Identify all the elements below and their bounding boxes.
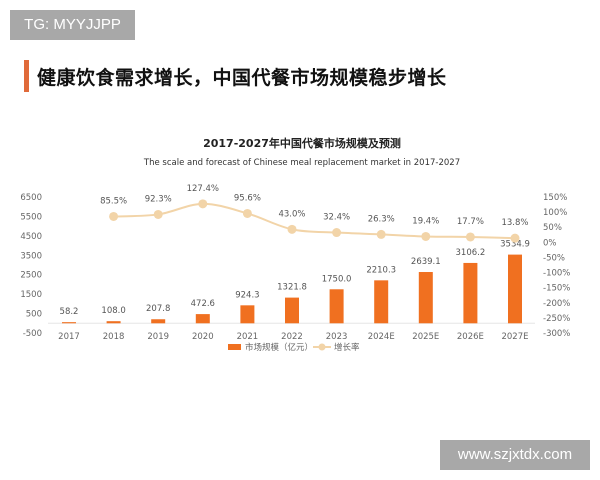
left-axis-tick: 500 <box>26 310 42 320</box>
growth-rate-label: 17.7% <box>457 217 484 227</box>
headline-accent-bar <box>24 60 29 92</box>
growth-rate-point <box>198 199 208 209</box>
headline-text: 健康饮食需求增长，中国代餐市场规模稳步增长 <box>37 66 447 89</box>
bar-data-label: 207.8 <box>146 304 170 314</box>
left-axis-tick: 2500 <box>20 271 42 281</box>
bar-data-label: 2210.3 <box>366 265 396 275</box>
bar <box>106 321 121 324</box>
x-axis-tick: 2022 <box>281 332 303 342</box>
bar <box>62 322 76 324</box>
legend-line-label: 增长率 <box>334 342 360 353</box>
chart-title: 2017-2027年中国代餐市场规模及预测 <box>203 136 401 150</box>
left-axis-tick: -500 <box>23 329 42 339</box>
growth-rate-point <box>465 232 475 242</box>
bar <box>195 314 210 324</box>
growth-rate-label: 19.4% <box>412 216 439 226</box>
bar <box>418 272 433 324</box>
x-axis-tick: 2020 <box>192 332 214 342</box>
growth-rate-label: 32.4% <box>323 213 350 223</box>
legend-line-marker <box>318 343 326 351</box>
bar-data-label: 3534.9 <box>500 240 530 250</box>
growth-rate-line <box>113 202 516 240</box>
bar <box>151 319 166 324</box>
legend-bar-swatch <box>228 344 241 350</box>
x-axis-tick: 2017 <box>58 332 80 342</box>
left-axis-tick: 4500 <box>20 232 42 242</box>
right-axis-tick: 50% <box>543 223 562 233</box>
growth-rate-point <box>332 228 342 238</box>
bar <box>240 305 255 324</box>
bar-data-label: 472.6 <box>191 299 215 309</box>
bar-data-label: 58.2 <box>60 307 79 317</box>
x-axis-tick: 2018 <box>103 332 125 342</box>
growth-rate-point <box>109 211 119 221</box>
x-axis-tick: 2025E <box>412 332 439 342</box>
right-axis-tick: 100% <box>543 208 567 218</box>
x-axis-tick: 2024E <box>368 332 395 342</box>
right-axis-tick: -300% <box>543 329 570 339</box>
growth-rate-label: 43.0% <box>278 209 305 219</box>
growth-rate-point <box>376 229 386 239</box>
right-axis-tick: -250% <box>543 314 570 324</box>
right-axis-tick: -100% <box>543 269 570 279</box>
growth-rate-label: 26.3% <box>368 214 395 224</box>
x-axis-tick: 2019 <box>147 332 169 342</box>
right-axis-tick: 0% <box>543 238 557 248</box>
bar-data-label: 1750.0 <box>322 274 352 284</box>
growth-rate-label: 127.4% <box>187 184 219 194</box>
growth-rate-label: 85.5% <box>100 196 127 206</box>
bar-data-label: 2639.1 <box>411 257 441 267</box>
legend-bar-label: 市场规模（亿元） <box>245 342 313 353</box>
right-axis-tick: -150% <box>543 284 570 294</box>
bar-data-label: 1321.8 <box>277 283 307 293</box>
growth-rate-label: 13.8% <box>501 218 528 228</box>
growth-rate-point <box>242 208 252 218</box>
headline: 健康饮食需求增长，中国代餐市场规模稳步增长 <box>24 60 447 92</box>
x-axis-tick: 2023 <box>326 332 348 342</box>
right-axis-tick: -200% <box>543 299 570 309</box>
bar-data-label: 924.3 <box>235 290 259 300</box>
watermark-top: TG: MYYJJPP <box>10 10 135 40</box>
bar <box>463 262 478 324</box>
growth-rate-point <box>421 231 431 241</box>
left-axis-tick: 6500 <box>20 193 42 203</box>
right-axis-tick: 150% <box>543 193 567 203</box>
bar-data-label: 3106.2 <box>456 248 486 258</box>
growth-rate-point <box>287 224 297 234</box>
left-axis-tick: 3500 <box>20 251 42 261</box>
chart-subtitle: The scale and forecast of Chinese meal r… <box>143 158 460 168</box>
watermark-bottom: www.szjxtdx.com <box>440 440 590 470</box>
x-axis-tick: 2021 <box>237 332 259 342</box>
growth-rate-point <box>153 209 163 219</box>
bar <box>285 297 299 324</box>
x-axis-tick: 2027E <box>501 332 528 342</box>
left-axis-tick: 1500 <box>20 290 42 300</box>
bar <box>374 280 389 324</box>
left-axis-tick: 5500 <box>20 212 42 222</box>
growth-rate-label: 95.6% <box>234 193 261 203</box>
growth-rate-point <box>510 233 520 243</box>
bar-data-label: 108.0 <box>101 306 125 316</box>
right-axis-tick: -50% <box>543 253 565 263</box>
bar <box>508 254 522 324</box>
bar <box>329 289 344 324</box>
x-axis-tick: 2026E <box>457 332 484 342</box>
growth-rate-label: 92.3% <box>145 194 172 204</box>
